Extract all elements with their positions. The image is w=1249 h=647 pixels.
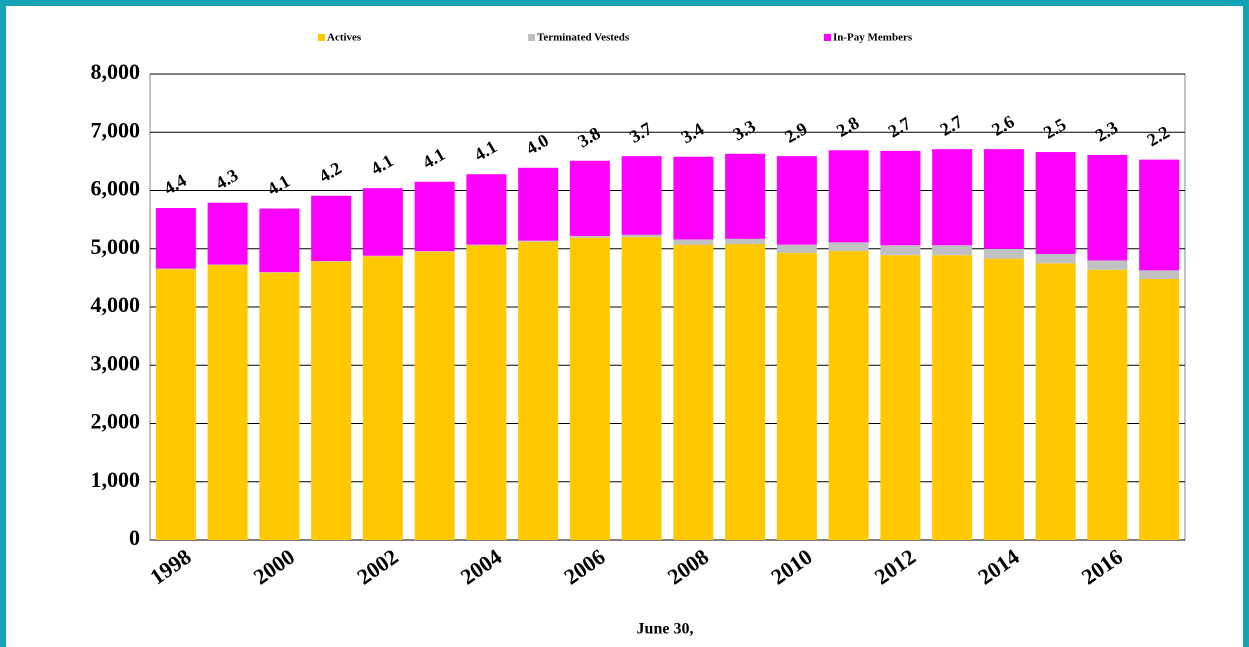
bar-segment xyxy=(828,242,869,252)
bar-segment xyxy=(1139,270,1180,280)
y-tick-label: 7,000 xyxy=(91,117,141,142)
bar-segment xyxy=(880,150,921,246)
bar-segment xyxy=(1139,279,1180,540)
bar-segment xyxy=(1035,152,1076,254)
bar-segment xyxy=(776,252,817,540)
y-tick-label: 3,000 xyxy=(91,350,141,375)
y-tick-label: 0 xyxy=(129,525,140,550)
bar-segment xyxy=(569,160,610,236)
x-axis-label: June 30, xyxy=(637,621,694,638)
bar-segment xyxy=(673,156,714,240)
bar-segment xyxy=(983,258,1024,540)
bar-segment xyxy=(259,272,300,540)
bar-segment xyxy=(725,244,766,540)
bar-segment xyxy=(1087,154,1128,261)
bar-segment xyxy=(932,255,973,540)
bar-segment xyxy=(880,245,921,256)
bar-segment xyxy=(621,237,662,540)
bar-segment xyxy=(311,261,352,540)
bar-segment xyxy=(155,269,196,540)
bar-segment xyxy=(259,272,300,273)
bar-segment xyxy=(362,255,403,257)
bar-segment xyxy=(207,264,248,266)
legend-label: Actives xyxy=(327,32,362,44)
bar-segment xyxy=(1087,260,1128,270)
bar-segment xyxy=(932,245,973,256)
bar-segment xyxy=(259,208,300,273)
bar-segment xyxy=(932,149,973,246)
bar-segment xyxy=(466,174,507,245)
legend-label: In-Pay Members xyxy=(833,32,913,44)
bar-segment xyxy=(776,156,817,245)
bar-segment xyxy=(466,245,507,540)
bar-segment xyxy=(518,240,559,242)
bar-segment xyxy=(828,251,869,540)
bar-segment xyxy=(621,156,662,235)
legend-swatch xyxy=(528,34,535,41)
y-tick-label: 2,000 xyxy=(91,409,141,434)
bar-segment xyxy=(1139,159,1180,271)
bar-segment xyxy=(621,234,662,238)
bar-segment xyxy=(155,207,196,269)
bar-segment xyxy=(673,239,714,245)
bar-segment xyxy=(362,256,403,540)
legend-swatch xyxy=(318,34,325,41)
bar-segment xyxy=(1035,253,1076,264)
bar-segment xyxy=(311,260,352,262)
bar-segment xyxy=(725,153,766,239)
bar-segment xyxy=(725,238,766,245)
bar-segment xyxy=(1035,263,1076,540)
bar-segment xyxy=(518,167,559,241)
y-tick-label: 6,000 xyxy=(91,176,141,201)
bar-segment xyxy=(207,265,248,540)
bar-segment xyxy=(155,268,196,270)
bar-segment xyxy=(414,251,455,252)
y-tick-label: 1,000 xyxy=(91,467,141,492)
bar-segment xyxy=(776,244,817,253)
y-tick-label: 8,000 xyxy=(91,59,141,84)
bar-segment xyxy=(362,188,403,256)
bar-segment xyxy=(983,149,1024,249)
bar-segment xyxy=(828,150,869,243)
bar-segment xyxy=(569,235,610,238)
legend-label: Terminated Vesteds xyxy=(537,32,630,44)
bar-segment xyxy=(673,244,714,541)
bar-segment xyxy=(518,241,559,540)
bar-segment xyxy=(414,181,455,252)
legend-swatch xyxy=(824,34,831,41)
bar-segment xyxy=(569,237,610,540)
y-tick-label: 5,000 xyxy=(91,234,141,259)
bar-segment xyxy=(207,202,248,265)
bar-segment xyxy=(1087,269,1128,540)
bar-segment xyxy=(414,251,455,540)
bar-segment xyxy=(311,195,352,261)
bar-segment xyxy=(466,244,507,246)
bar-segment xyxy=(983,248,1024,259)
y-tick-label: 4,000 xyxy=(91,292,141,317)
bar-segment xyxy=(880,255,921,540)
